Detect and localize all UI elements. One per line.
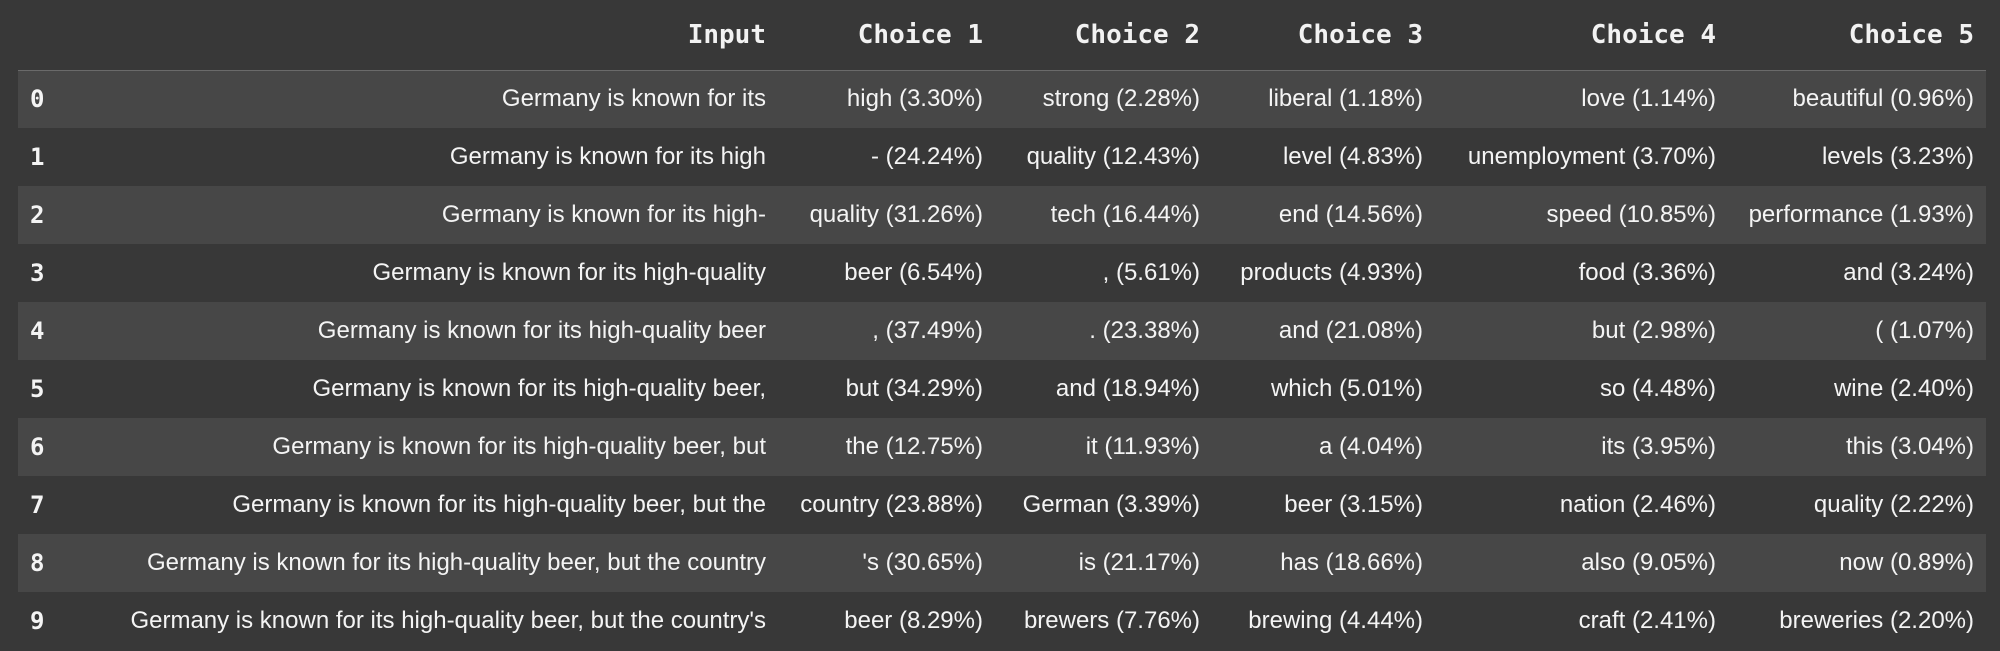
table-row: 1 Germany is known for its high - (24.24%)… <box>18 128 1986 186</box>
choice-5-cell: this (3.04%) <box>1845 433 1974 460</box>
table-row: 8 Germany is known for its high-quality b… <box>18 534 1986 592</box>
row-index: 6 <box>30 433 45 461</box>
choice-5-cell: ( (1.07%) <box>1875 317 1974 344</box>
table-row: 4 Germany is known for its high-quality b… <box>18 302 1986 360</box>
table-row: 5 Germany is known for its high-quality b… <box>18 360 1986 418</box>
choice-5-cell: breweries (2.20%) <box>1779 607 1974 634</box>
choice-3-cell: brewing (4.44%) <box>1248 607 1423 634</box>
choice-3-cell: beer (3.15%) <box>1284 491 1423 518</box>
dataframe-output: Input Choice 1 Choice 2 Choice 3 Choice … <box>18 0 1986 650</box>
table-row: 9 Germany is known for its high-quality b… <box>18 592 1986 650</box>
input-cell: Germany is known for its high <box>449 143 766 170</box>
choice-2-cell: , (5.61%) <box>1102 259 1200 286</box>
table-body: 0 Germany is known for its high (3.30%) str… <box>18 70 1986 650</box>
choice-2-cell: quality (12.43%) <box>1026 143 1200 170</box>
choice-3-cell: products (4.93%) <box>1240 259 1423 286</box>
choice-2-cell: tech (16.44%) <box>1050 201 1200 228</box>
choice-4-cell: nation (2.46%) <box>1559 491 1716 518</box>
choice-2-cell: it (11.93%) <box>1085 433 1200 460</box>
table-row: 2 Germany is known for its high-quality (… <box>18 186 1986 244</box>
row-index: 9 <box>30 607 45 635</box>
row-index: 8 <box>30 549 45 577</box>
choice-1-cell: the (12.75%) <box>845 433 983 460</box>
choice-1-cell: but (34.29%) <box>845 375 983 402</box>
table-header-row: Input Choice 1 Choice 2 Choice 3 Choice … <box>18 0 1986 71</box>
choice-2-cell: is (21.17%) <box>1078 549 1200 576</box>
choice-2-cell: strong (2.28%) <box>1042 85 1200 113</box>
choice-1-cell: beer (8.29%) <box>844 607 983 634</box>
choice-4-column-header: Choice 4 <box>1435 0 1728 71</box>
input-cell: Germany is known for its <box>501 85 766 113</box>
choice-5-cell: now (0.89%) <box>1839 549 1974 576</box>
input-cell: Germany is known for its high-quality be… <box>232 491 766 518</box>
choice-1-cell: - (24.24%) <box>870 143 983 170</box>
choice-3-cell: which (5.01%) <box>1270 375 1423 402</box>
choice-2-column-header: Choice 2 <box>995 0 1212 71</box>
input-cell: Germany is known for its high-quality be… <box>312 375 766 402</box>
choice-1-column-header: Choice 1 <box>778 0 995 71</box>
choice-2-cell: German (3.39%) <box>1022 491 1200 518</box>
choice-4-cell: but (2.98%) <box>1591 317 1716 344</box>
choice-4-cell: love (1.14%) <box>1581 85 1716 113</box>
row-index: 3 <box>30 259 45 287</box>
input-cell: Germany is known for its high-quality be… <box>272 433 766 460</box>
index-column-header <box>18 0 72 71</box>
choice-5-column-header: Choice 5 <box>1728 0 1986 71</box>
table-row: 7 Germany is known for its high-quality b… <box>18 476 1986 534</box>
choice-2-cell: and (18.94%) <box>1055 375 1200 402</box>
choice-3-column-header: Choice 3 <box>1212 0 1435 71</box>
input-cell: Germany is known for its high- <box>441 201 766 228</box>
choice-1-cell: 's (30.65%) <box>862 549 983 576</box>
choice-4-cell: so (4.48%) <box>1599 375 1716 402</box>
row-index: 7 <box>30 491 45 519</box>
choice-5-cell: beautiful (0.96%) <box>1792 85 1974 113</box>
choice-5-cell: wine (2.40%) <box>1833 375 1974 402</box>
choice-5-cell: levels (3.23%) <box>1821 143 1974 170</box>
choice-4-cell: its (3.95%) <box>1601 433 1716 460</box>
choice-4-cell: craft (2.41%) <box>1578 607 1716 634</box>
choice-1-cell: beer (6.54%) <box>844 259 983 286</box>
choice-3-cell: and (21.08%) <box>1278 317 1423 344</box>
choice-4-cell: speed (10.85%) <box>1546 201 1716 228</box>
table-row: 6 Germany is known for its high-quality b… <box>18 418 1986 476</box>
input-cell: Germany is known for its high-quality <box>372 259 767 286</box>
row-index: 2 <box>30 201 45 229</box>
choice-1-cell: , (37.49%) <box>872 317 983 344</box>
choice-4-cell: unemployment (3.70%) <box>1467 143 1716 170</box>
choice-3-cell: end (14.56%) <box>1278 201 1423 228</box>
predictions-table: Input Choice 1 Choice 2 Choice 3 Choice … <box>18 0 1986 650</box>
row-index: 5 <box>30 375 45 403</box>
row-index: 4 <box>30 317 45 345</box>
input-cell: Germany is known for its high-quality be… <box>147 549 766 576</box>
choice-2-cell: . (23.38%) <box>1089 317 1200 344</box>
choice-2-cell: brewers (7.76%) <box>1023 607 1200 634</box>
choice-3-cell: level (4.83%) <box>1282 143 1423 170</box>
choice-4-cell: food (3.36%) <box>1578 259 1716 286</box>
table-row: 3 Germany is known for its high-quality be… <box>18 244 1986 302</box>
row-index: 1 <box>30 143 45 171</box>
choice-4-cell: also (9.05%) <box>1581 549 1716 576</box>
choice-1-cell: country (23.88%) <box>800 491 983 518</box>
choice-1-cell: quality (31.26%) <box>809 201 983 228</box>
table-row: 0 Germany is known for its high (3.30%) str… <box>18 70 1986 128</box>
input-column-header: Input <box>72 0 778 71</box>
choice-3-cell: a (4.04%) <box>1318 433 1423 460</box>
choice-5-cell: and (3.24%) <box>1843 259 1974 286</box>
input-cell: Germany is known for its high-quality be… <box>130 607 766 634</box>
choice-1-cell: high (3.30%) <box>846 85 983 113</box>
row-index: 0 <box>30 85 45 114</box>
choice-5-cell: quality (2.22%) <box>1813 491 1974 518</box>
input-cell: Germany is known for its high-quality be… <box>317 317 766 344</box>
choice-3-cell: liberal (1.18%) <box>1268 85 1423 113</box>
choice-5-cell: performance (1.93%) <box>1748 201 1974 228</box>
choice-3-cell: has (18.66%) <box>1280 549 1423 576</box>
